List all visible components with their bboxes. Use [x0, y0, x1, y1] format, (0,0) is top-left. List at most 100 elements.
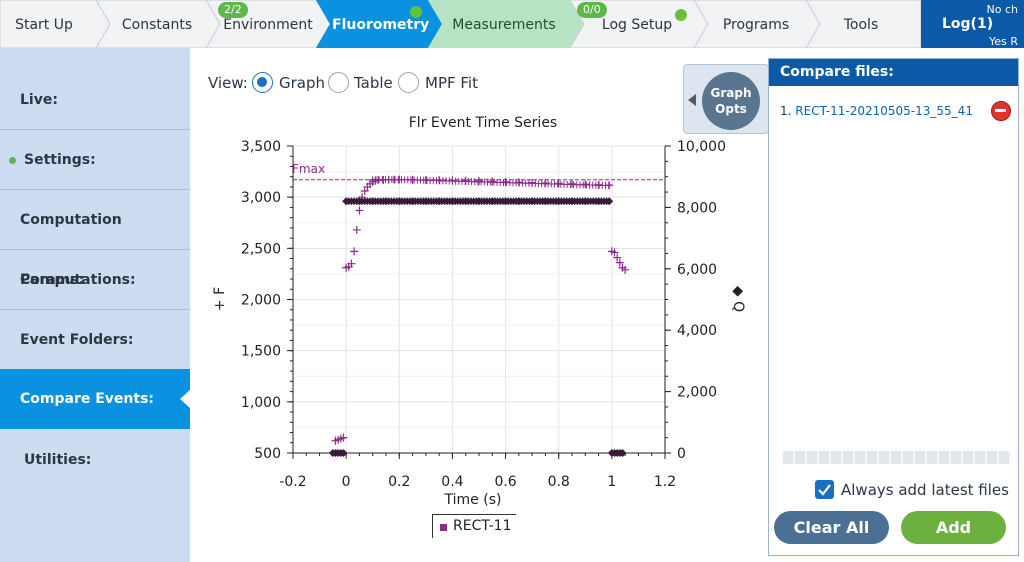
q-point: [618, 449, 627, 457]
f-point: [475, 176, 483, 185]
view-label: View:: [208, 74, 248, 92]
x-tick-label: 0.6: [494, 474, 516, 490]
tab-tools[interactable]: Tools: [843, 17, 879, 33]
compare-files-title: Compare files:: [769, 59, 1018, 86]
always-add-label: Always add latest files: [841, 481, 1009, 499]
sidebar-item-label: Live:: [20, 92, 58, 108]
f-point: [355, 206, 364, 215]
tab-start-up[interactable]: Start Up: [15, 17, 73, 33]
f-point: [621, 265, 630, 274]
f-point: [568, 179, 576, 188]
y2-tick-label: 0: [677, 446, 686, 462]
graph-opts-line2: Opts: [715, 102, 747, 116]
chart-grid: [292, 145, 666, 454]
view-mpf-fit-label[interactable]: MPF Fit: [425, 74, 478, 92]
q-point: [339, 449, 348, 457]
f-point-dense: [605, 182, 613, 190]
compare-files-panel: Compare files: 1. RECT-11-20210505-13_55…: [768, 58, 1019, 556]
y-tick-label: 2,500: [241, 241, 281, 257]
sidebar-item-utilities[interactable]: Utilities:: [0, 430, 190, 490]
y-tick-label: 3,500: [241, 139, 281, 155]
y-axis-label: + F: [212, 287, 228, 311]
f-point: [554, 179, 563, 188]
f-point: [347, 259, 356, 268]
x-tick-label: 0.2: [388, 474, 410, 490]
sidebar: Live: Settings: Computation Params: Comp…: [0, 48, 190, 562]
tab-environment[interactable]: Environment: [223, 17, 313, 33]
log-button-label: Log(1): [942, 16, 994, 32]
chart-axes: -0.2 0 0.2 0.4 0.6 0.8 1 1.2 500 1,000 1,500 2,000 2…: [241, 139, 726, 490]
f-point: [488, 177, 497, 186]
fluorometry-status-dot: [410, 6, 422, 18]
sidebar-item-live[interactable]: Live:: [0, 70, 190, 130]
log-status-line1: No ch: [986, 3, 1018, 16]
x-tick-label: 1: [607, 474, 616, 490]
f-point: [581, 180, 590, 189]
view-graph-radio[interactable]: [252, 72, 273, 93]
sidebar-item-computation-params[interactable]: Computation Params:: [0, 190, 190, 288]
settings-status-dot: [9, 157, 16, 164]
log-setup-status-dot: [675, 9, 687, 21]
y2-axis-label: ◆ Q: [730, 286, 746, 312]
always-add-checkbox[interactable]: [815, 480, 834, 499]
graph-opts-button[interactable]: Graph Opts: [702, 72, 760, 130]
log-setup-badge: 0/0: [577, 2, 607, 18]
y-tick-label: 1,000: [241, 395, 281, 411]
x-axis-label: Time (s): [444, 492, 502, 508]
add-button[interactable]: Add: [901, 511, 1006, 544]
x-tick-label: 0.4: [441, 474, 463, 490]
f-point: [615, 258, 624, 267]
view-table-radio[interactable]: [328, 72, 349, 93]
view-table-label[interactable]: Table: [354, 74, 393, 92]
legend-entry: RECT-11: [453, 518, 512, 534]
tab-measurements[interactable]: Measurements: [452, 17, 556, 33]
sidebar-item-event-folders[interactable]: Event Folders:: [0, 310, 190, 370]
view-mpf-fit-radio[interactable]: [398, 72, 419, 93]
tab-log-setup[interactable]: Log Setup: [601, 17, 673, 33]
f-point: [339, 433, 348, 442]
graph-opts-line1: Graph: [710, 86, 752, 100]
f-point: [350, 247, 359, 256]
horizontal-scrollbar[interactable]: [783, 451, 1011, 464]
sidebar-item-label: Computations:: [20, 272, 136, 288]
x-tick-label: 0: [342, 474, 351, 490]
sidebar-item-label: Utilities:: [24, 452, 92, 468]
file-name[interactable]: RECT-11-20210505-13_55_41: [795, 104, 973, 118]
y-tick-label: 1,500: [241, 344, 281, 360]
tab-fluorometry[interactable]: Fluorometry: [332, 17, 430, 33]
flr-event-chart: -0.2 0 0.2 0.4 0.6 0.8 1 1.2 500 1,000 1,500 2,000 2…: [212, 115, 746, 508]
log-button[interactable]: No ch Log(1) Yes R: [921, 0, 1024, 48]
y2-tick-label: 6,000: [677, 262, 717, 278]
view-graph-label[interactable]: Graph: [279, 74, 326, 92]
y2-tick-label: 4,000: [677, 323, 717, 339]
y-tick-label: 3,000: [241, 190, 281, 206]
f-point: [360, 187, 369, 196]
top-nav: Start Up Constants Environment 2/2 Fluor…: [0, 0, 1024, 48]
fmax-label: Fmax: [292, 162, 325, 176]
compare-file-item[interactable]: 1. RECT-11-20210505-13_55_41: [780, 104, 973, 118]
legend-swatch: [440, 524, 447, 531]
tab-programs[interactable]: Programs: [722, 17, 790, 33]
tab-constants[interactable]: Constants: [121, 17, 193, 33]
checkmark-icon: [818, 484, 831, 496]
sidebar-item-label: Computation Params:: [20, 212, 122, 288]
chart-title: Flr Event Time Series: [409, 115, 557, 131]
sidebar-item-settings[interactable]: Settings:: [0, 130, 190, 190]
sidebar-item-label: Event Folders:: [20, 332, 134, 348]
sidebar-item-compare-events[interactable]: Compare Events:: [0, 369, 190, 429]
y2-tick-label: 8,000: [677, 200, 717, 216]
clear-all-button[interactable]: Clear All: [774, 511, 889, 544]
f-point: [352, 225, 361, 234]
chart-marks: [293, 175, 665, 457]
x-tick-label: -0.2: [279, 474, 306, 490]
sidebar-item-computations[interactable]: Computations:: [0, 250, 190, 310]
selected-indicator: [180, 390, 190, 408]
y-tick-label: 500: [254, 446, 281, 462]
x-tick-label: 1.2: [654, 474, 676, 490]
remove-file-icon[interactable]: [991, 101, 1011, 121]
collapse-arrow-icon[interactable]: [688, 94, 696, 106]
f-point: [610, 248, 619, 257]
y2-tick-label: 2,000: [677, 385, 717, 401]
sidebar-item-label: Settings:: [24, 152, 96, 168]
y2-tick-label: 10,000: [677, 139, 726, 155]
